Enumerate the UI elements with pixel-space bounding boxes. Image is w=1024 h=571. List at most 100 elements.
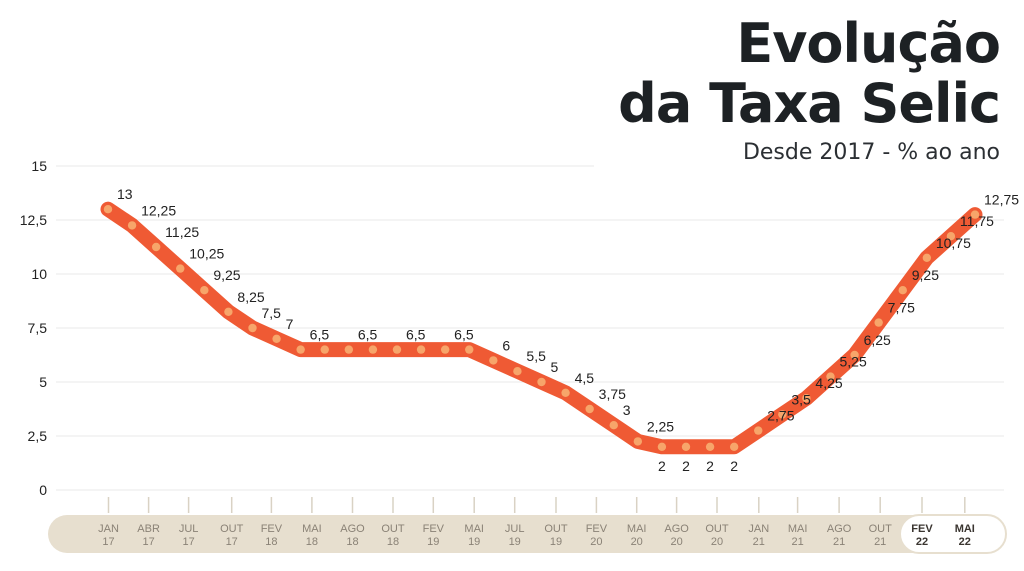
data-point: [657, 442, 667, 451]
data-point: [127, 221, 137, 230]
data-point: [946, 232, 956, 241]
y-tick-label: 0: [39, 482, 47, 498]
y-tick-label: 5: [39, 374, 47, 390]
data-label: 3: [623, 402, 631, 418]
data-label: 5,25: [840, 354, 867, 370]
data-label: 6,5: [406, 327, 426, 343]
x-tick-label-year: 20: [670, 536, 682, 548]
data-point: [970, 210, 980, 219]
x-tick-label-month: OUT: [381, 523, 405, 535]
data-point: [368, 345, 378, 354]
grid-lines: [56, 165, 1004, 491]
data-point: [200, 286, 209, 295]
data-label: 10,25: [189, 246, 224, 262]
data-point: [537, 377, 546, 387]
data-label: 3,75: [599, 386, 626, 402]
data-point: [729, 442, 739, 451]
x-tick-label-year: 18: [387, 536, 399, 548]
x-tick-label-month: OUT: [544, 523, 568, 535]
x-tick-label-month: OUT: [869, 523, 893, 535]
x-tick-label-year: 20: [631, 536, 643, 548]
data-point: [802, 394, 811, 403]
data-point: [778, 410, 787, 419]
x-tick-label-year: 21: [874, 536, 886, 548]
data-point: [296, 345, 305, 354]
x-tick-label-month: AGO: [340, 523, 365, 535]
x-tick-label-year: 17: [182, 536, 194, 548]
data-point: [465, 345, 474, 354]
x-tick-label-year: 21: [833, 536, 845, 548]
x-tick-label-month: MAI: [955, 523, 975, 535]
data-point: [850, 350, 859, 360]
data-label: 7: [286, 316, 294, 332]
data-label: 2: [730, 458, 738, 474]
x-tick-label-year: 19: [468, 536, 480, 548]
data-label: 12,25: [141, 202, 176, 218]
y-tick-label: 15: [31, 158, 47, 174]
data-label: 6,25: [864, 332, 891, 348]
x-tick-label-year: 18: [265, 536, 277, 548]
x-tick-label-month: FEV: [423, 523, 445, 535]
x-tick-label-year: 17: [142, 536, 154, 548]
x-tick-label-month: AGO: [827, 523, 852, 535]
data-label: 2,75: [767, 408, 794, 424]
x-tick-label-month: OUT: [705, 523, 729, 535]
x-tick-label-month: OUT: [220, 523, 244, 535]
x-tick-label-month: AGO: [664, 523, 689, 535]
data-point: [754, 426, 763, 435]
data-label: 11,75: [960, 213, 994, 229]
data-point: [609, 421, 618, 430]
x-tick-label-month: JUL: [179, 523, 199, 535]
x-tick-label-year: 22: [959, 536, 971, 548]
data-label: 4,25: [815, 375, 842, 391]
y-tick-label: 2,5: [28, 428, 48, 444]
y-tick-label: 7,5: [28, 320, 48, 336]
data-label: 2: [658, 458, 666, 474]
data-point: [705, 442, 715, 451]
data-point: [440, 345, 450, 354]
data-label: 13: [117, 186, 133, 202]
y-tick-label: 10: [31, 266, 47, 282]
data-point: [585, 404, 594, 414]
data-point: [513, 367, 522, 376]
x-tick-label-year: 19: [509, 536, 521, 548]
data-point: [681, 442, 691, 451]
chart-title-line1: Evolução: [736, 12, 1001, 75]
data-label: 11,25: [165, 224, 199, 240]
data-point: [489, 356, 498, 365]
x-tick-label-month: JAN: [748, 523, 769, 535]
x-tick-label-month: FEV: [586, 523, 608, 535]
x-tick-label-month: MAI: [788, 523, 808, 535]
data-label: 9,25: [213, 267, 240, 283]
data-point: [103, 205, 113, 214]
data-point: [224, 307, 233, 316]
data-label: 2: [706, 458, 714, 474]
x-tick-label-year: 17: [226, 536, 238, 548]
data-labels: 13 12,25 11,25 10,25 9,25 8,257,57 6,5 6,5 6,5 6,…: [117, 186, 1019, 474]
y-tick-label: 12,5: [20, 212, 47, 228]
x-tick-label-year: 18: [306, 536, 318, 548]
data-label: 2,25: [647, 418, 674, 434]
x-tick-label-year: 19: [550, 536, 562, 548]
x-tick-label-year: 22: [916, 536, 928, 548]
data-label: 2: [682, 458, 690, 474]
data-label: 4,5: [575, 370, 595, 386]
chart-title-line2: da Taxa Selic: [618, 72, 1001, 135]
data-point: [826, 372, 835, 381]
x-tick-label-month: FEV: [261, 523, 283, 535]
x-tick-label-year: 18: [346, 536, 358, 548]
data-point: [320, 345, 329, 354]
x-tick-label-month: MAI: [627, 523, 647, 535]
data-point: [416, 345, 426, 354]
data-point: [248, 323, 257, 333]
selic-series: [100, 201, 983, 455]
data-point: [151, 242, 161, 252]
data-label: 9,25: [912, 267, 939, 283]
x-tick-label-month: MAI: [464, 523, 484, 535]
data-label: 12,75: [984, 192, 1019, 208]
data-label: 7,5: [262, 305, 282, 321]
x-tick-label-year: 20: [711, 536, 723, 548]
data-label: 5: [551, 359, 559, 375]
data-label: 5,5: [526, 348, 546, 364]
